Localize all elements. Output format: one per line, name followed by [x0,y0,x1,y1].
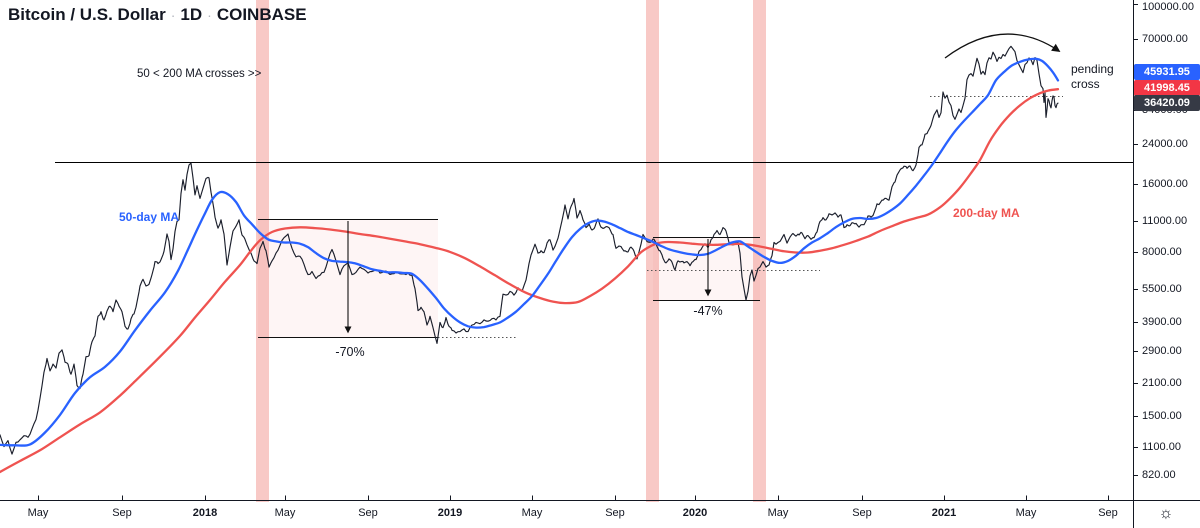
price-axis-label: 5500.00 [1142,282,1182,295]
price-tag-last: 36420.09 [1134,95,1200,111]
title-separator-dot: · [170,7,176,23]
50-day-ma-line [0,57,1060,447]
settings-gear-icon: ☼ [1158,505,1174,522]
btc-usd-close-line [0,45,1059,455]
time-axis-label: 2019 [437,507,463,519]
pending-cross-line2: cross [1071,77,1100,91]
time-axis-label: May [767,507,789,519]
time-axis[interactable]: May Sep 2018 May Sep 2019 May Sep 2020 May Sep 2021… [0,501,1133,528]
drawdown-47-label: -47% [693,304,723,318]
ma-crosses-note: 50 < 200 MA crosses >> [137,68,262,80]
price-axis-label: 3900.00 [1142,316,1182,329]
dotted-reference-lines [438,96,1063,338]
price-axis-label: 11000.00 [1142,214,1188,227]
ma-cross-band [753,0,766,502]
200-day-ma-line [0,88,1060,474]
time-axis-label: May [27,507,49,519]
price-axis-label: 2900.00 [1142,345,1182,358]
interval-label[interactable]: 1D [180,5,203,24]
time-axis-label: Sep [1098,507,1118,519]
ma-cross-event-bands [256,0,766,502]
symbol-title[interactable]: Bitcoin / U.S. Dollar · 1D · COINBASE [8,5,307,25]
price-axis-label: 1100.00 [1142,440,1181,453]
symbol-name[interactable]: Bitcoin / U.S. Dollar [8,5,166,24]
price-axis-label: 24000.00 [1142,138,1188,151]
pending-cross-line1: pending [1071,62,1114,76]
price-axis-label: 100000.00 [1142,1,1194,13]
price-axis-label: 16000.00 [1142,177,1188,190]
time-axis-label: 2020 [682,507,708,519]
price-tag-ma50: 45931.95 [1134,64,1200,80]
time-axis-label: May [274,507,296,519]
time-axis-label: Sep [112,507,132,519]
price-tag-ma200: 41998.45 [1134,80,1200,96]
time-axis-label: 2018 [192,507,218,519]
axis-ticks [38,4,1138,501]
pending-cross-label: pending cross [1071,62,1114,92]
time-axis-label: Sep [358,507,378,519]
time-axis-label: Sep [605,507,625,519]
time-axis-label: May [521,507,543,519]
ma50-line-label: 50-day MA [119,210,180,224]
drawdown-70-label: -70% [335,345,365,359]
ma-cross-band [646,0,659,502]
ma-cross-band [256,0,269,502]
drawdown-boxes [258,219,760,338]
title-separator-dot: · [207,7,212,23]
price-axis-label: 1500.00 [1142,410,1182,423]
price-axis-label: 70000.00 [1142,33,1188,45]
time-axis-label: May [1015,507,1037,519]
time-axis-label: Sep [852,507,872,519]
time-axis-label: 2021 [931,507,957,519]
exchange-label: COINBASE [216,5,307,24]
price-axis-label: 8000.00 [1142,245,1182,258]
price-axis[interactable]: 100000.0070000.0034000.0024000.0016000.0… [1134,0,1200,500]
price-axis-label: 820.00 [1142,469,1176,482]
price-axis-label: 2100.00 [1142,377,1182,390]
curved-top-arrow [944,33,1061,59]
price-scale-settings-button[interactable]: ☼ [1150,503,1182,525]
ma200-line-label: 200-day MA [953,206,1020,220]
